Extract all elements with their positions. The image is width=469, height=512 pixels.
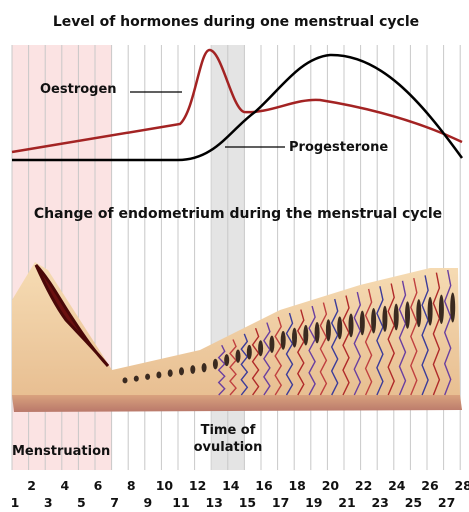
gland [224,354,230,367]
vessel [217,344,226,396]
gland [212,358,218,370]
vessel [376,286,384,396]
hormone-label: Oestrogen [40,82,117,97]
day-label: 16 [255,478,273,493]
vessel [421,275,429,396]
vessel [296,309,305,396]
gland [438,294,444,325]
title: Level of hormones during one menstrual c… [53,14,419,30]
gland [235,349,241,363]
vessel [410,277,418,396]
day-label: 28 [454,478,469,493]
gland [314,322,320,344]
day-label: 9 [143,495,152,510]
vessel [229,339,237,396]
vessel [364,288,373,396]
vessel [443,269,452,396]
day-label: 18 [288,478,305,493]
endometrium [12,262,462,412]
gland [145,373,151,380]
oestrogen-curve [11,48,463,154]
gland [416,299,422,328]
phase-label: ovulation [194,440,263,455]
phase-label: Menstruation [12,444,110,459]
day-label: 2 [27,478,36,493]
gland [156,371,162,379]
day-label: 8 [127,478,136,493]
title: Change of endometrium during the menstru… [34,206,442,222]
gland [201,362,207,373]
phase-label: Time of [201,423,256,438]
day-label: 26 [421,478,439,493]
vessel [330,298,339,396]
day-label: 24 [388,478,406,493]
vessel [387,283,395,396]
gland [179,367,184,376]
vessel [342,295,350,396]
day-label: 25 [405,495,422,510]
gland [133,375,139,382]
vessel [353,291,362,396]
vessel [432,272,441,396]
gland [280,330,286,350]
day-label: 22 [355,478,372,493]
vessel [308,305,316,396]
vessel [251,327,260,396]
day-label: 17 [272,495,289,510]
day-label: 5 [77,495,86,510]
gland [427,296,433,326]
gland [393,303,399,331]
gland [190,365,196,374]
day-label: 20 [322,478,340,493]
gland [348,313,354,338]
day-label: 7 [110,495,119,510]
vessel [285,312,294,396]
gland [246,344,252,360]
day-label: 14 [222,478,240,493]
day-label: 23 [371,495,388,510]
day-label: 10 [156,478,174,493]
gland [122,377,128,384]
gland [382,305,388,332]
gland [405,301,410,329]
day-label: 6 [94,478,103,493]
day-label: 15 [239,495,256,510]
gland [337,316,343,340]
gland [258,340,264,357]
day-label: 3 [44,495,53,510]
day-label: 12 [189,478,206,493]
vessel [274,316,283,396]
day-label: 19 [305,495,322,510]
gland [269,335,275,353]
day-label: 27 [438,495,455,510]
day-label: 21 [338,495,355,510]
vessel [263,322,271,396]
gland [292,327,297,348]
vessel [398,280,407,396]
vessel [240,333,249,396]
day-label: 1 [11,495,20,510]
gland [371,308,377,334]
day-label: 4 [60,478,69,493]
gland [167,369,173,377]
vessel [319,302,328,396]
day-label: 11 [172,495,189,510]
gland [450,292,456,323]
gland [359,310,365,336]
gland [303,324,309,346]
hormone-label: Progesterone [289,140,388,155]
progesterone-curve [12,53,464,162]
day-label: 13 [205,495,222,510]
gland [325,319,331,342]
